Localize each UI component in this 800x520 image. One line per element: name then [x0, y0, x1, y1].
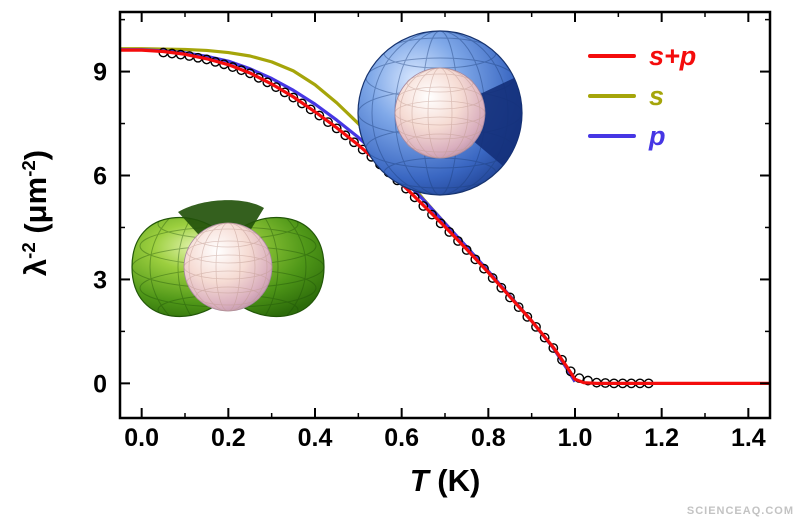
watermark: SCIENCEAQ.COM	[686, 505, 794, 517]
curve-s+p	[120, 48, 770, 385]
axis-label-part: -2	[17, 242, 39, 259]
green-torus-gap-inset	[131, 200, 325, 318]
x-tick-label: 0.4	[298, 424, 333, 452]
y-tick-label: 9	[93, 59, 107, 87]
legend-line-sample	[588, 94, 636, 98]
legend: s+p s p	[588, 36, 696, 156]
x-tick-label: 1.2	[644, 424, 679, 452]
y-tick-label: 3	[93, 266, 107, 294]
x-tick-label: 0.8	[471, 424, 506, 452]
green-inner-pearl-sphere	[183, 222, 273, 312]
blue-inner-pearl-sphere	[394, 67, 486, 159]
axis-label-part: (μm	[18, 176, 54, 243]
legend-item-s+p: s+p	[588, 36, 696, 76]
blue-sphere-gap-inset	[357, 30, 523, 196]
legend-label: s	[649, 80, 665, 111]
axis-label-part: T	[409, 463, 429, 498]
x-tick-label: 0.2	[211, 424, 246, 452]
x-tick-label: 1.0	[558, 424, 593, 452]
axis-label-part: -2	[17, 160, 39, 177]
y-tick-label: 6	[93, 163, 107, 191]
legend-item-s: s	[588, 76, 696, 116]
axis-label-part: )	[18, 149, 54, 161]
legend-line-sample	[588, 54, 636, 58]
axis-label-part: λ	[18, 258, 54, 277]
x-axis-label: T (K)	[410, 463, 481, 499]
legend-label: s+p	[649, 40, 697, 71]
y-tick-label: 0	[93, 370, 107, 398]
axis-label-part: (K)	[428, 463, 481, 498]
x-tick-label: 1.4	[731, 424, 766, 452]
y-axis-label: λ-2 (μm-2)	[18, 150, 54, 276]
legend-item-p: p	[588, 116, 696, 156]
legend-label: p	[649, 120, 666, 151]
x-tick-label: 0.6	[384, 424, 419, 452]
axis-ticks: 0.0 0.2 0.4 0.6 0.8 1.0 1.2 1.4 0 3 6 9	[93, 12, 770, 452]
x-tick-label: 0.0	[124, 424, 159, 452]
legend-line-sample	[588, 134, 636, 138]
